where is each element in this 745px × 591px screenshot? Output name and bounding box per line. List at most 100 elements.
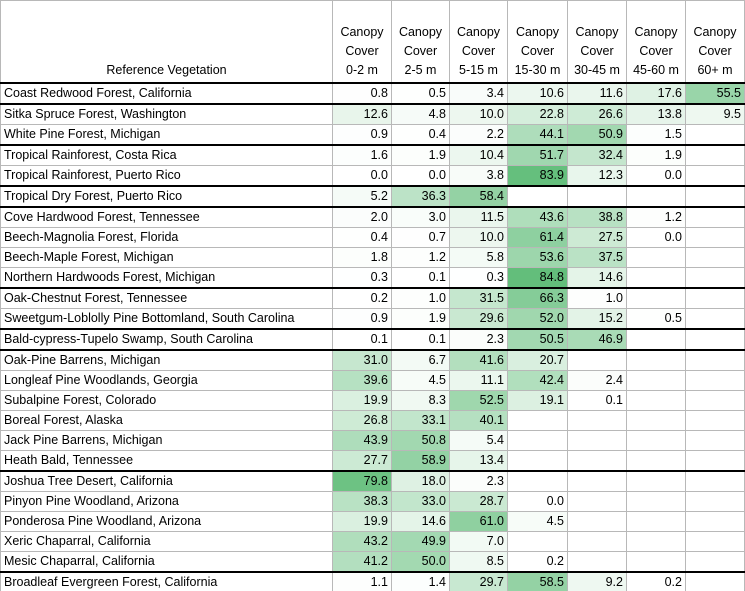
cell-canopy-cover[interactable]: 1.4: [391, 571, 450, 591]
cell-canopy-cover[interactable]: 0.1: [332, 328, 392, 351]
cell-canopy-cover[interactable]: 20.7: [507, 349, 568, 371]
cell-canopy-cover[interactable]: 12.3: [567, 165, 627, 187]
cell-canopy-cover[interactable]: 18.0: [391, 470, 450, 492]
cell-canopy-cover[interactable]: 79.8: [332, 470, 392, 492]
cell-canopy-cover[interactable]: 10.0: [449, 227, 508, 248]
cell-canopy-cover[interactable]: 0.2: [626, 571, 686, 591]
cell-reference-vegetation[interactable]: Xeric Chaparral, California: [0, 531, 333, 552]
cell-reference-vegetation[interactable]: Broadleaf Evergreen Forest, California: [0, 571, 333, 591]
cell-canopy-cover[interactable]: 50.0: [391, 551, 450, 573]
column-header-60m-plus[interactable]: Canopy Cover 60+ m: [685, 0, 745, 84]
cell-canopy-cover[interactable]: [626, 551, 686, 573]
cell-canopy-cover[interactable]: 0.4: [332, 227, 392, 248]
cell-reference-vegetation[interactable]: Oak-Pine Barrens, Michigan: [0, 349, 333, 371]
cell-canopy-cover[interactable]: 12.6: [332, 103, 392, 125]
cell-canopy-cover[interactable]: 41.6: [449, 349, 508, 371]
cell-canopy-cover[interactable]: [626, 287, 686, 309]
cell-reference-vegetation[interactable]: Pinyon Pine Woodland, Arizona: [0, 491, 333, 512]
cell-canopy-cover[interactable]: 1.2: [391, 247, 450, 268]
cell-canopy-cover[interactable]: [685, 185, 745, 208]
cell-canopy-cover[interactable]: 11.6: [567, 82, 627, 105]
cell-canopy-cover[interactable]: [685, 531, 745, 552]
cell-canopy-cover[interactable]: 9.5: [685, 103, 745, 125]
cell-canopy-cover[interactable]: [567, 185, 627, 208]
cell-canopy-cover[interactable]: 26.6: [567, 103, 627, 125]
cell-canopy-cover[interactable]: [567, 551, 627, 573]
cell-canopy-cover[interactable]: 0.7: [391, 227, 450, 248]
cell-canopy-cover[interactable]: [685, 370, 745, 391]
cell-canopy-cover[interactable]: [507, 410, 568, 431]
cell-canopy-cover[interactable]: 0.0: [626, 227, 686, 248]
cell-canopy-cover[interactable]: 58.5: [507, 571, 568, 591]
cell-canopy-cover[interactable]: 44.1: [507, 124, 568, 146]
cell-reference-vegetation[interactable]: Subalpine Forest, Colorado: [0, 390, 333, 411]
cell-canopy-cover[interactable]: 5.8: [449, 247, 508, 268]
cell-reference-vegetation[interactable]: Tropical Dry Forest, Puerto Rico: [0, 185, 333, 208]
cell-canopy-cover[interactable]: [685, 206, 745, 228]
cell-canopy-cover[interactable]: 0.0: [626, 165, 686, 187]
cell-canopy-cover[interactable]: 11.5: [449, 206, 508, 228]
cell-canopy-cover[interactable]: 61.4: [507, 227, 568, 248]
cell-canopy-cover[interactable]: 36.3: [391, 185, 450, 208]
cell-canopy-cover[interactable]: 19.9: [332, 390, 392, 411]
cell-canopy-cover[interactable]: 22.8: [507, 103, 568, 125]
cell-canopy-cover[interactable]: 11.1: [449, 370, 508, 391]
cell-canopy-cover[interactable]: 32.4: [567, 144, 627, 166]
cell-canopy-cover[interactable]: [685, 165, 745, 187]
cell-canopy-cover[interactable]: 29.7: [449, 571, 508, 591]
cell-canopy-cover[interactable]: 51.7: [507, 144, 568, 166]
cell-canopy-cover[interactable]: 3.8: [449, 165, 508, 187]
cell-canopy-cover[interactable]: [507, 430, 568, 451]
cell-canopy-cover[interactable]: 43.2: [332, 531, 392, 552]
cell-canopy-cover[interactable]: 33.1: [391, 410, 450, 431]
cell-canopy-cover[interactable]: [626, 430, 686, 451]
cell-canopy-cover[interactable]: 0.8: [332, 82, 392, 105]
column-header-reference-vegetation[interactable]: Reference Vegetation: [0, 0, 333, 84]
cell-canopy-cover[interactable]: 52.0: [507, 308, 568, 330]
cell-canopy-cover[interactable]: 29.6: [449, 308, 508, 330]
cell-canopy-cover[interactable]: [626, 328, 686, 351]
cell-canopy-cover[interactable]: 27.7: [332, 450, 392, 472]
cell-canopy-cover[interactable]: 66.3: [507, 287, 568, 309]
cell-canopy-cover[interactable]: 9.2: [567, 571, 627, 591]
cell-canopy-cover[interactable]: 10.4: [449, 144, 508, 166]
cell-canopy-cover[interactable]: [507, 531, 568, 552]
cell-canopy-cover[interactable]: [626, 370, 686, 391]
cell-canopy-cover[interactable]: [685, 349, 745, 371]
cell-canopy-cover[interactable]: 1.9: [626, 144, 686, 166]
cell-canopy-cover[interactable]: [685, 308, 745, 330]
column-header-0-2m[interactable]: Canopy Cover 0-2 m: [332, 0, 392, 84]
cell-canopy-cover[interactable]: [685, 144, 745, 166]
cell-canopy-cover[interactable]: 0.0: [332, 165, 392, 187]
cell-canopy-cover[interactable]: 38.3: [332, 491, 392, 512]
cell-canopy-cover[interactable]: [507, 450, 568, 472]
cell-canopy-cover[interactable]: 0.1: [391, 267, 450, 289]
cell-canopy-cover[interactable]: 1.6: [332, 144, 392, 166]
cell-canopy-cover[interactable]: 6.7: [391, 349, 450, 371]
cell-canopy-cover[interactable]: [626, 450, 686, 472]
cell-canopy-cover[interactable]: 46.9: [567, 328, 627, 351]
cell-canopy-cover[interactable]: 53.6: [507, 247, 568, 268]
cell-canopy-cover[interactable]: 13.8: [626, 103, 686, 125]
cell-canopy-cover[interactable]: [626, 267, 686, 289]
cell-canopy-cover[interactable]: 33.0: [391, 491, 450, 512]
cell-canopy-cover[interactable]: [626, 390, 686, 411]
cell-canopy-cover[interactable]: 42.4: [507, 370, 568, 391]
cell-canopy-cover[interactable]: 1.1: [332, 571, 392, 591]
cell-canopy-cover[interactable]: [626, 410, 686, 431]
cell-canopy-cover[interactable]: 4.8: [391, 103, 450, 125]
column-header-30-45m[interactable]: Canopy Cover 30-45 m: [567, 0, 627, 84]
cell-canopy-cover[interactable]: [567, 470, 627, 492]
cell-canopy-cover[interactable]: 31.0: [332, 349, 392, 371]
cell-canopy-cover[interactable]: [626, 247, 686, 268]
cell-canopy-cover[interactable]: [685, 267, 745, 289]
cell-canopy-cover[interactable]: 58.9: [391, 450, 450, 472]
cell-canopy-cover[interactable]: 27.5: [567, 227, 627, 248]
cell-canopy-cover[interactable]: 2.4: [567, 370, 627, 391]
cell-canopy-cover[interactable]: 5.4: [449, 430, 508, 451]
cell-canopy-cover[interactable]: 1.5: [626, 124, 686, 146]
cell-canopy-cover[interactable]: 39.6: [332, 370, 392, 391]
cell-canopy-cover[interactable]: [685, 551, 745, 573]
cell-canopy-cover[interactable]: 19.9: [332, 511, 392, 532]
cell-canopy-cover[interactable]: [685, 450, 745, 472]
